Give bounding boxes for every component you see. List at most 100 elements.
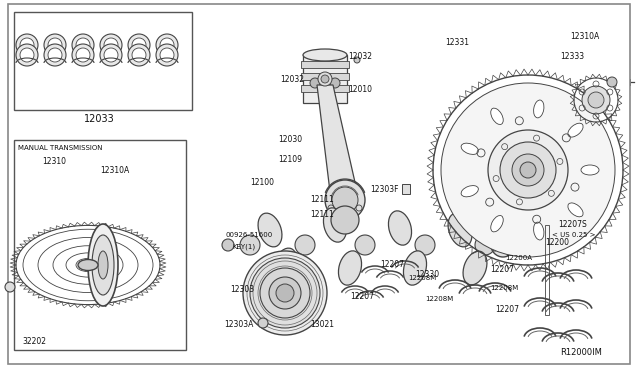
Text: 12207: 12207 bbox=[380, 260, 404, 269]
Circle shape bbox=[160, 38, 174, 52]
Text: 12333: 12333 bbox=[560, 52, 584, 61]
Circle shape bbox=[156, 44, 178, 66]
Circle shape bbox=[76, 38, 90, 52]
Circle shape bbox=[100, 34, 122, 56]
Text: < US 0.25 >: < US 0.25 > bbox=[552, 232, 595, 238]
Text: 12330: 12330 bbox=[415, 270, 439, 279]
Circle shape bbox=[310, 78, 320, 88]
Text: 12331: 12331 bbox=[445, 38, 469, 47]
Ellipse shape bbox=[534, 100, 544, 118]
Circle shape bbox=[488, 130, 568, 210]
Text: 12310: 12310 bbox=[42, 157, 66, 166]
Text: 12207: 12207 bbox=[490, 265, 514, 274]
Text: 12208M: 12208M bbox=[490, 285, 518, 291]
Circle shape bbox=[16, 44, 38, 66]
Text: 12010: 12010 bbox=[348, 85, 372, 94]
Circle shape bbox=[588, 92, 604, 108]
Ellipse shape bbox=[88, 224, 118, 306]
Circle shape bbox=[128, 34, 150, 56]
Ellipse shape bbox=[581, 165, 599, 175]
Circle shape bbox=[325, 180, 365, 220]
Ellipse shape bbox=[323, 208, 346, 242]
Circle shape bbox=[100, 44, 122, 66]
Text: MANUAL TRANSMISSION: MANUAL TRANSMISSION bbox=[18, 145, 102, 151]
Text: 00926-51600: 00926-51600 bbox=[226, 232, 273, 238]
Ellipse shape bbox=[403, 251, 426, 285]
Ellipse shape bbox=[491, 215, 503, 232]
Circle shape bbox=[76, 48, 90, 62]
Circle shape bbox=[20, 38, 34, 52]
Bar bbox=[301, 73, 349, 80]
Circle shape bbox=[332, 187, 358, 213]
Text: 12208M: 12208M bbox=[408, 275, 436, 281]
Bar bbox=[303, 55, 347, 103]
Circle shape bbox=[156, 34, 178, 56]
Circle shape bbox=[72, 44, 94, 66]
Text: 32202: 32202 bbox=[22, 337, 46, 346]
Text: 12207: 12207 bbox=[350, 292, 374, 301]
Circle shape bbox=[260, 268, 310, 318]
Circle shape bbox=[330, 78, 340, 88]
Text: 12200: 12200 bbox=[545, 238, 569, 247]
Text: 12030: 12030 bbox=[278, 135, 302, 144]
Circle shape bbox=[5, 282, 15, 292]
Text: 13021: 13021 bbox=[310, 320, 334, 329]
Ellipse shape bbox=[273, 248, 297, 282]
Text: KEY(1): KEY(1) bbox=[232, 243, 255, 250]
Circle shape bbox=[512, 154, 544, 186]
Circle shape bbox=[355, 235, 375, 255]
Ellipse shape bbox=[339, 251, 362, 285]
Circle shape bbox=[240, 235, 260, 255]
Bar bbox=[402, 184, 410, 194]
Ellipse shape bbox=[568, 203, 583, 217]
Circle shape bbox=[44, 44, 66, 66]
Circle shape bbox=[415, 235, 435, 255]
Ellipse shape bbox=[461, 143, 478, 154]
Circle shape bbox=[160, 48, 174, 62]
Ellipse shape bbox=[491, 108, 503, 125]
Text: 12200A: 12200A bbox=[505, 255, 532, 261]
Circle shape bbox=[475, 235, 495, 255]
Text: 12033: 12033 bbox=[84, 114, 115, 124]
Text: 12207S: 12207S bbox=[558, 220, 587, 229]
Circle shape bbox=[104, 48, 118, 62]
Text: 12310A: 12310A bbox=[100, 166, 129, 175]
Bar bbox=[301, 85, 349, 92]
Circle shape bbox=[128, 44, 150, 66]
Ellipse shape bbox=[534, 222, 544, 240]
Text: R12000IM: R12000IM bbox=[560, 348, 602, 357]
Circle shape bbox=[250, 258, 320, 328]
Circle shape bbox=[318, 72, 332, 86]
Bar bbox=[14, 140, 186, 350]
Text: 12207: 12207 bbox=[495, 305, 519, 314]
Circle shape bbox=[48, 38, 62, 52]
Circle shape bbox=[510, 235, 530, 255]
Circle shape bbox=[72, 34, 94, 56]
Ellipse shape bbox=[258, 213, 282, 247]
Ellipse shape bbox=[98, 251, 108, 279]
Ellipse shape bbox=[303, 49, 347, 61]
Text: 12208M: 12208M bbox=[425, 296, 453, 302]
Circle shape bbox=[496, 238, 510, 252]
Bar bbox=[545, 225, 549, 315]
Circle shape bbox=[331, 206, 359, 234]
Circle shape bbox=[441, 83, 615, 257]
Ellipse shape bbox=[388, 211, 412, 245]
Circle shape bbox=[321, 75, 329, 83]
Circle shape bbox=[354, 57, 360, 63]
Text: 12303F: 12303F bbox=[370, 185, 399, 194]
Text: 12111: 12111 bbox=[310, 195, 333, 204]
Circle shape bbox=[104, 38, 118, 52]
Text: 12303: 12303 bbox=[230, 285, 254, 294]
Ellipse shape bbox=[78, 260, 98, 270]
Text: 12100: 12100 bbox=[250, 178, 274, 187]
Circle shape bbox=[520, 162, 536, 178]
Circle shape bbox=[258, 318, 268, 328]
Ellipse shape bbox=[461, 186, 478, 197]
Circle shape bbox=[16, 34, 38, 56]
Circle shape bbox=[269, 277, 301, 309]
Text: 12111: 12111 bbox=[310, 210, 333, 219]
Circle shape bbox=[491, 243, 499, 251]
Circle shape bbox=[20, 48, 34, 62]
Circle shape bbox=[132, 38, 146, 52]
